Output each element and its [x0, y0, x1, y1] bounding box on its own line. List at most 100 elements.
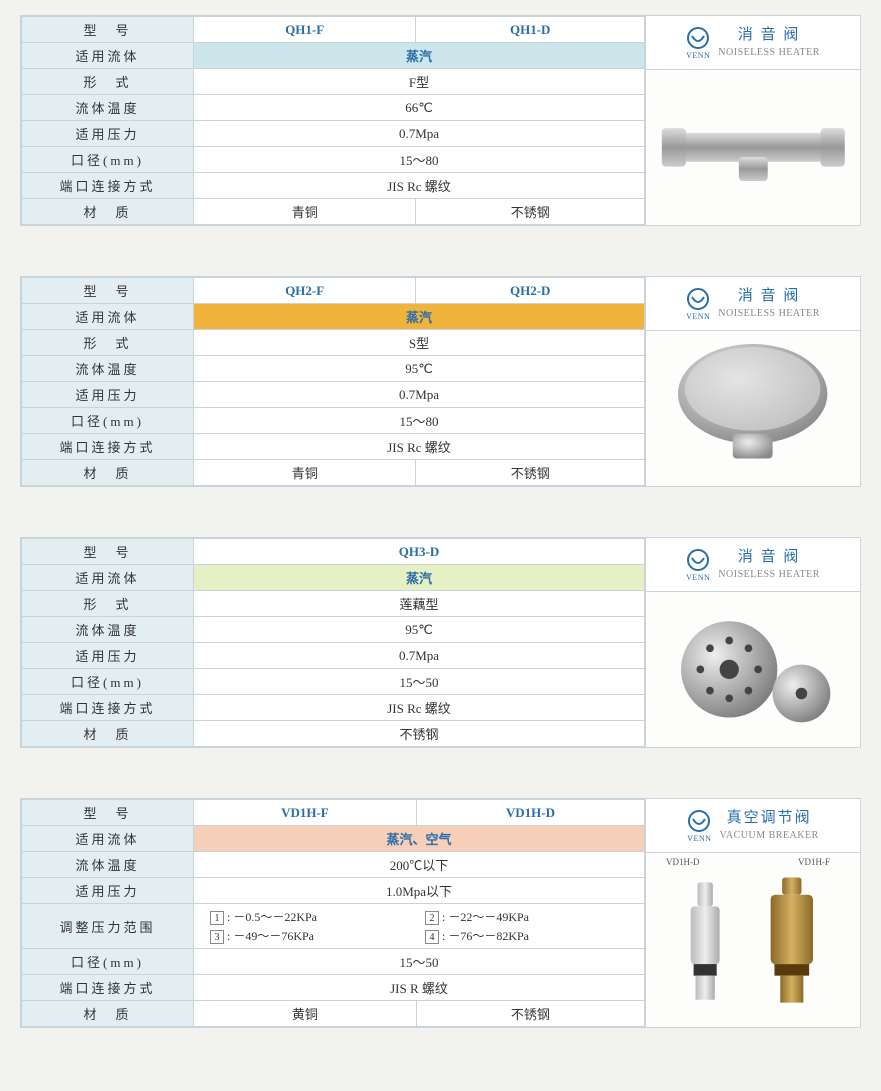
- product-image-4: VD1H-D VD1H-F: [646, 853, 860, 1027]
- image-panel-4: VENN 真空调节阀 VACUUM BREAKER VD1H-D VD1H-F: [645, 799, 860, 1027]
- product-title-cn: 消 音 阀: [718, 548, 820, 568]
- label-diameter: 口径(mm): [22, 408, 194, 434]
- label-material: 材 质: [22, 1001, 194, 1027]
- sub-label-f: VD1H-F: [798, 857, 830, 867]
- label-temp: 流体温度: [22, 617, 194, 643]
- material-val-1: 黄铜: [194, 1001, 417, 1027]
- logo-icon: [686, 287, 710, 311]
- product-card-2: 型 号 QH2-F QH2-D 适用流体 蒸汽 形 式 S型 流体温度 95℃ …: [20, 276, 861, 487]
- valve-pipe-icon: [657, 104, 850, 191]
- label-temp: 流体温度: [22, 356, 194, 382]
- diameter-val: 15～50: [194, 949, 645, 975]
- label-fluid: 适用流体: [22, 826, 194, 852]
- image-header: VENN 消 音 阀 NOISELESS HEATER: [646, 16, 860, 70]
- label-pressure: 适用压力: [22, 121, 194, 147]
- label-model: 型 号: [22, 800, 194, 826]
- product-title-cn: 消 音 阀: [718, 287, 820, 307]
- temp-val: 95℃: [194, 617, 645, 643]
- model-val-2: QH2-D: [416, 278, 645, 304]
- model-val-1: QH1-F: [194, 17, 416, 43]
- material-val-2: 不锈钢: [416, 199, 645, 225]
- label-connection: 端口连接方式: [22, 695, 194, 721]
- label-pressure: 适用压力: [22, 878, 194, 904]
- label-model: 型 号: [22, 17, 194, 43]
- label-diameter: 口径(mm): [22, 669, 194, 695]
- label-temp: 流体温度: [22, 852, 194, 878]
- label-diameter: 口径(mm): [22, 147, 194, 173]
- venn-logo: VENN: [686, 26, 710, 60]
- valve-lotus-icon: [657, 602, 850, 737]
- product-title-en: VACUUM BREAKER: [719, 829, 818, 842]
- logo-text: VENN: [687, 835, 711, 843]
- label-form: 形 式: [22, 69, 194, 95]
- valve-dome-icon: [663, 339, 842, 478]
- fluid-val: 蒸汽: [194, 565, 645, 591]
- fluid-val: 蒸汽: [194, 304, 645, 330]
- image-header: VENN 消 音 阀 NOISELESS HEATER: [646, 538, 860, 592]
- form-val: 莲藕型: [194, 591, 645, 617]
- label-connection: 端口连接方式: [22, 975, 194, 1001]
- range-3: －49～－76KPa: [233, 929, 314, 943]
- pressure-val: 0.7Mpa: [194, 643, 645, 669]
- model-val-1: QH3-D: [194, 539, 645, 565]
- image-panel-3: VENN 消 音 阀 NOISELESS HEATER: [645, 538, 860, 747]
- label-form: 形 式: [22, 330, 194, 356]
- range-badge-1: 1: [210, 911, 224, 925]
- fluid-val: 蒸汽: [194, 43, 645, 69]
- venn-logo: VENN: [687, 809, 711, 843]
- material-val-1: 青铜: [194, 460, 416, 486]
- image-header: VENN 真空调节阀 VACUUM BREAKER: [646, 799, 860, 853]
- logo-text: VENN: [686, 313, 710, 321]
- pressure-val: 1.0Mpa以下: [194, 878, 645, 904]
- logo-text: VENN: [686, 574, 710, 582]
- connection-val: JIS Rc 螺纹: [194, 434, 645, 460]
- range-badge-4: 4: [425, 930, 439, 944]
- diameter-val: 15～80: [194, 147, 645, 173]
- label-form: 形 式: [22, 591, 194, 617]
- venn-logo: VENN: [686, 287, 710, 321]
- pressure-val: 0.7Mpa: [194, 121, 645, 147]
- label-temp: 流体温度: [22, 95, 194, 121]
- model-val-1: QH2-F: [194, 278, 416, 304]
- material-val-2: 不锈钢: [416, 1001, 644, 1027]
- range-1: －0.5～－22KPa: [233, 910, 317, 924]
- product-title-cn: 真空调节阀: [719, 809, 818, 829]
- label-material: 材 质: [22, 199, 194, 225]
- label-material: 材 质: [22, 721, 194, 747]
- label-pressure: 适用压力: [22, 643, 194, 669]
- material-val-2: 不锈钢: [416, 460, 645, 486]
- product-image-3: [646, 592, 860, 747]
- label-connection: 端口连接方式: [22, 173, 194, 199]
- range-badge-3: 3: [210, 930, 224, 944]
- product-card-3: 型 号 QH3-D 适用流体 蒸汽 形 式 莲藕型 流体温度 95℃ 适用压力 …: [20, 537, 861, 748]
- range-val: 1: －0.5～－22KPa 2: －22～－49KPa 3: －49～－76K…: [194, 904, 645, 949]
- label-model: 型 号: [22, 539, 194, 565]
- temp-val: 95℃: [194, 356, 645, 382]
- spec-table-4: 型 号 VD1H-F VD1H-D 适用流体 蒸汽、空气 流体温度 200℃以下…: [21, 799, 645, 1027]
- model-val-2: QH1-D: [416, 17, 645, 43]
- diameter-val: 15～80: [194, 408, 645, 434]
- logo-text: VENN: [686, 52, 710, 60]
- spec-table-2: 型 号 QH2-F QH2-D 适用流体 蒸汽 形 式 S型 流体温度 95℃ …: [21, 277, 645, 486]
- label-model: 型 号: [22, 278, 194, 304]
- range-2: －22～－49KPa: [448, 910, 529, 924]
- label-connection: 端口连接方式: [22, 434, 194, 460]
- label-material: 材 质: [22, 460, 194, 486]
- form-val: S型: [194, 330, 645, 356]
- product-card-1: 型 号 QH1-F QH1-D 适用流体 蒸汽 形 式 F型 流体温度 66℃ …: [20, 15, 861, 226]
- model-val-1: VD1H-F: [194, 800, 417, 826]
- venn-logo: VENN: [686, 548, 710, 582]
- vacuum-breaker-icon: [657, 863, 850, 1017]
- pressure-val: 0.7Mpa: [194, 382, 645, 408]
- logo-icon: [686, 26, 710, 50]
- model-val-2: VD1H-D: [416, 800, 644, 826]
- logo-icon: [687, 809, 711, 833]
- logo-icon: [686, 548, 710, 572]
- range-4: －76～－82KPa: [448, 929, 529, 943]
- label-fluid: 适用流体: [22, 43, 194, 69]
- product-image-1: [646, 70, 860, 225]
- sub-label-d: VD1H-D: [666, 857, 700, 867]
- connection-val: JIS R 螺纹: [194, 975, 645, 1001]
- label-fluid: 适用流体: [22, 304, 194, 330]
- label-pressure: 适用压力: [22, 382, 194, 408]
